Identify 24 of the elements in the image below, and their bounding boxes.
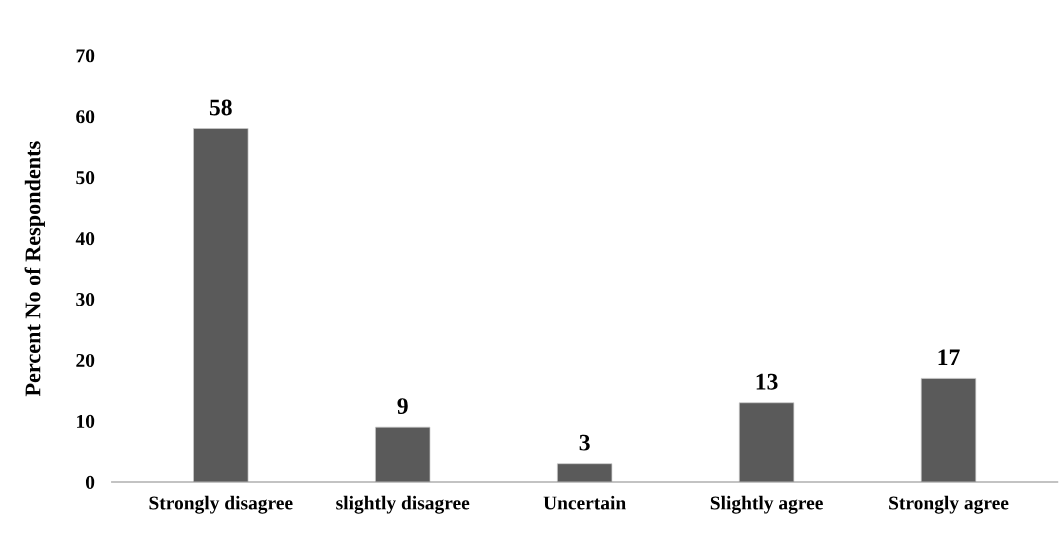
y-tick-label: 70 bbox=[76, 49, 95, 63]
bar bbox=[557, 463, 613, 482]
data-label: 13 bbox=[756, 373, 778, 390]
y-tick-label: 40 bbox=[75, 232, 95, 246]
y-tick-label: 60 bbox=[76, 110, 95, 124]
x-tick-label: Slightly agree bbox=[710, 495, 823, 514]
y-tick-label: 10 bbox=[77, 414, 95, 428]
y-tick-label: 0 bbox=[85, 475, 95, 489]
x-tick-label: Strongly disagree bbox=[149, 495, 293, 514]
data-label: 58 bbox=[209, 99, 232, 116]
y-tick-label: 50 bbox=[76, 171, 95, 185]
data-label: 17 bbox=[938, 349, 960, 366]
y-tick-label: 30 bbox=[76, 292, 95, 307]
y-axis-title: Percent No of Respondents bbox=[24, 141, 45, 397]
x-tick-label: Uncertain bbox=[543, 495, 626, 510]
bar bbox=[193, 128, 249, 482]
x-tick-label: Strongly agree bbox=[889, 495, 1009, 514]
bar bbox=[375, 426, 431, 482]
data-label: 3 bbox=[579, 434, 590, 451]
data-label: 9 bbox=[397, 398, 408, 414]
bar bbox=[920, 378, 977, 482]
bar bbox=[738, 402, 795, 482]
y-tick-label: 20 bbox=[76, 353, 95, 368]
x-tick-label: slightly disagree bbox=[336, 495, 470, 514]
